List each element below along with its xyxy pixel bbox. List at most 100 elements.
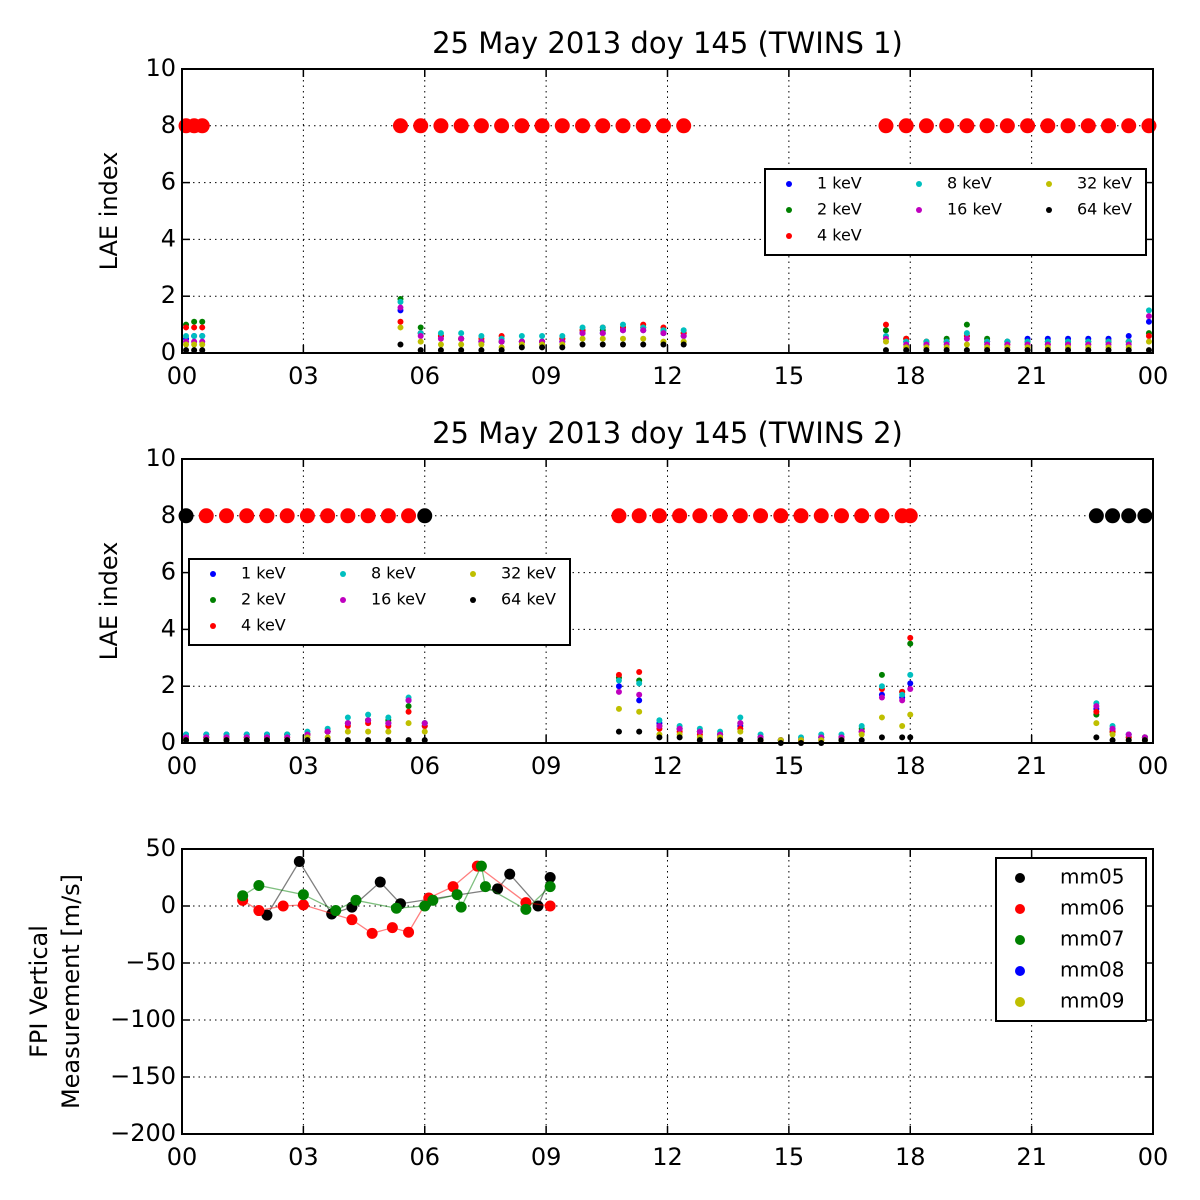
legend-marker [1015,966,1025,976]
point [907,686,914,693]
point [191,341,198,348]
point [458,330,465,337]
legend-marker [786,233,792,239]
flag-marker [672,508,688,524]
point [417,338,424,345]
flag-marker [340,508,356,524]
point [297,899,309,911]
point [636,669,643,675]
point [417,332,424,339]
point [1145,332,1152,339]
y-tick-label: −100 [110,1005,176,1033]
legend-marker [210,623,216,629]
point [1145,318,1152,325]
point [243,737,250,744]
legend-label: mm09 [1060,989,1124,1013]
point [907,711,914,718]
flag-marker [401,508,417,524]
flag-marker [631,508,647,524]
point [1093,703,1100,710]
point [437,330,444,337]
point [1085,347,1092,354]
legend-label: 4 keV [817,226,862,245]
flag-marker [417,508,433,524]
legend-label: 64 keV [501,590,556,609]
legend-marker [1015,904,1025,914]
point [365,711,372,718]
x-tick-label: 09 [531,752,562,780]
plot-frame [181,458,1154,744]
point [615,671,622,678]
legend-marker [1046,207,1052,213]
legend-marker [470,597,476,603]
flag-marker [753,508,769,524]
legend-marker [1015,997,1025,1007]
point [366,927,378,939]
legend-label: 64 keV [1077,200,1132,219]
point [293,856,305,868]
legend-label: 4 keV [241,616,286,635]
legend-label: mm08 [1060,958,1124,982]
y-tick-label: −200 [110,1119,176,1147]
point [304,737,311,744]
point [1105,347,1112,354]
legend-label: 8 keV [947,174,992,193]
point [324,728,331,735]
point [374,876,386,888]
point [297,889,309,901]
point [417,347,424,354]
point [417,324,424,331]
flag-marker [392,118,408,134]
point [475,860,487,872]
x-tick-label: 15 [774,362,805,390]
point [899,722,906,729]
x-tick-label: 06 [409,752,440,780]
point [579,335,586,342]
x-tick-label: 15 [774,1143,805,1171]
point [183,341,190,348]
flag-marker [1121,508,1137,524]
point [539,344,546,351]
flag-marker [534,118,550,134]
flag-marker [833,508,849,524]
y-tick-label: 10 [145,444,176,472]
point [504,868,516,880]
point [579,330,586,337]
point [183,332,190,339]
flag-marker [959,118,975,134]
point [907,634,914,641]
point [199,318,206,325]
flag-marker [615,118,631,134]
legend-marker [1015,873,1025,883]
point [757,737,764,744]
point [365,737,372,744]
x-tick-label: 12 [652,752,683,780]
point [405,708,412,715]
point [984,347,991,354]
point [963,335,970,342]
flag-marker [1105,508,1121,524]
flag-marker [514,118,530,134]
point [636,680,643,687]
y-axis-label: FPI Vertical [25,925,53,1058]
flag-marker [1100,118,1116,134]
point [1004,347,1011,354]
flag-marker [676,118,692,134]
point [478,332,485,339]
flag-marker [732,508,748,524]
flag-marker [979,118,995,134]
legend-label: 32 keV [501,564,556,583]
x-tick-label: 03 [288,1143,319,1171]
y-tick-label: 0 [161,728,176,756]
y-axis-label: Measurement [m/s] [57,874,85,1109]
flag-marker [259,508,275,524]
point [458,347,465,354]
flag-marker [413,118,429,134]
point [923,347,930,354]
legend-marker [1046,181,1052,187]
point [656,717,663,724]
point [199,341,206,348]
point [717,737,724,744]
point [223,737,230,744]
